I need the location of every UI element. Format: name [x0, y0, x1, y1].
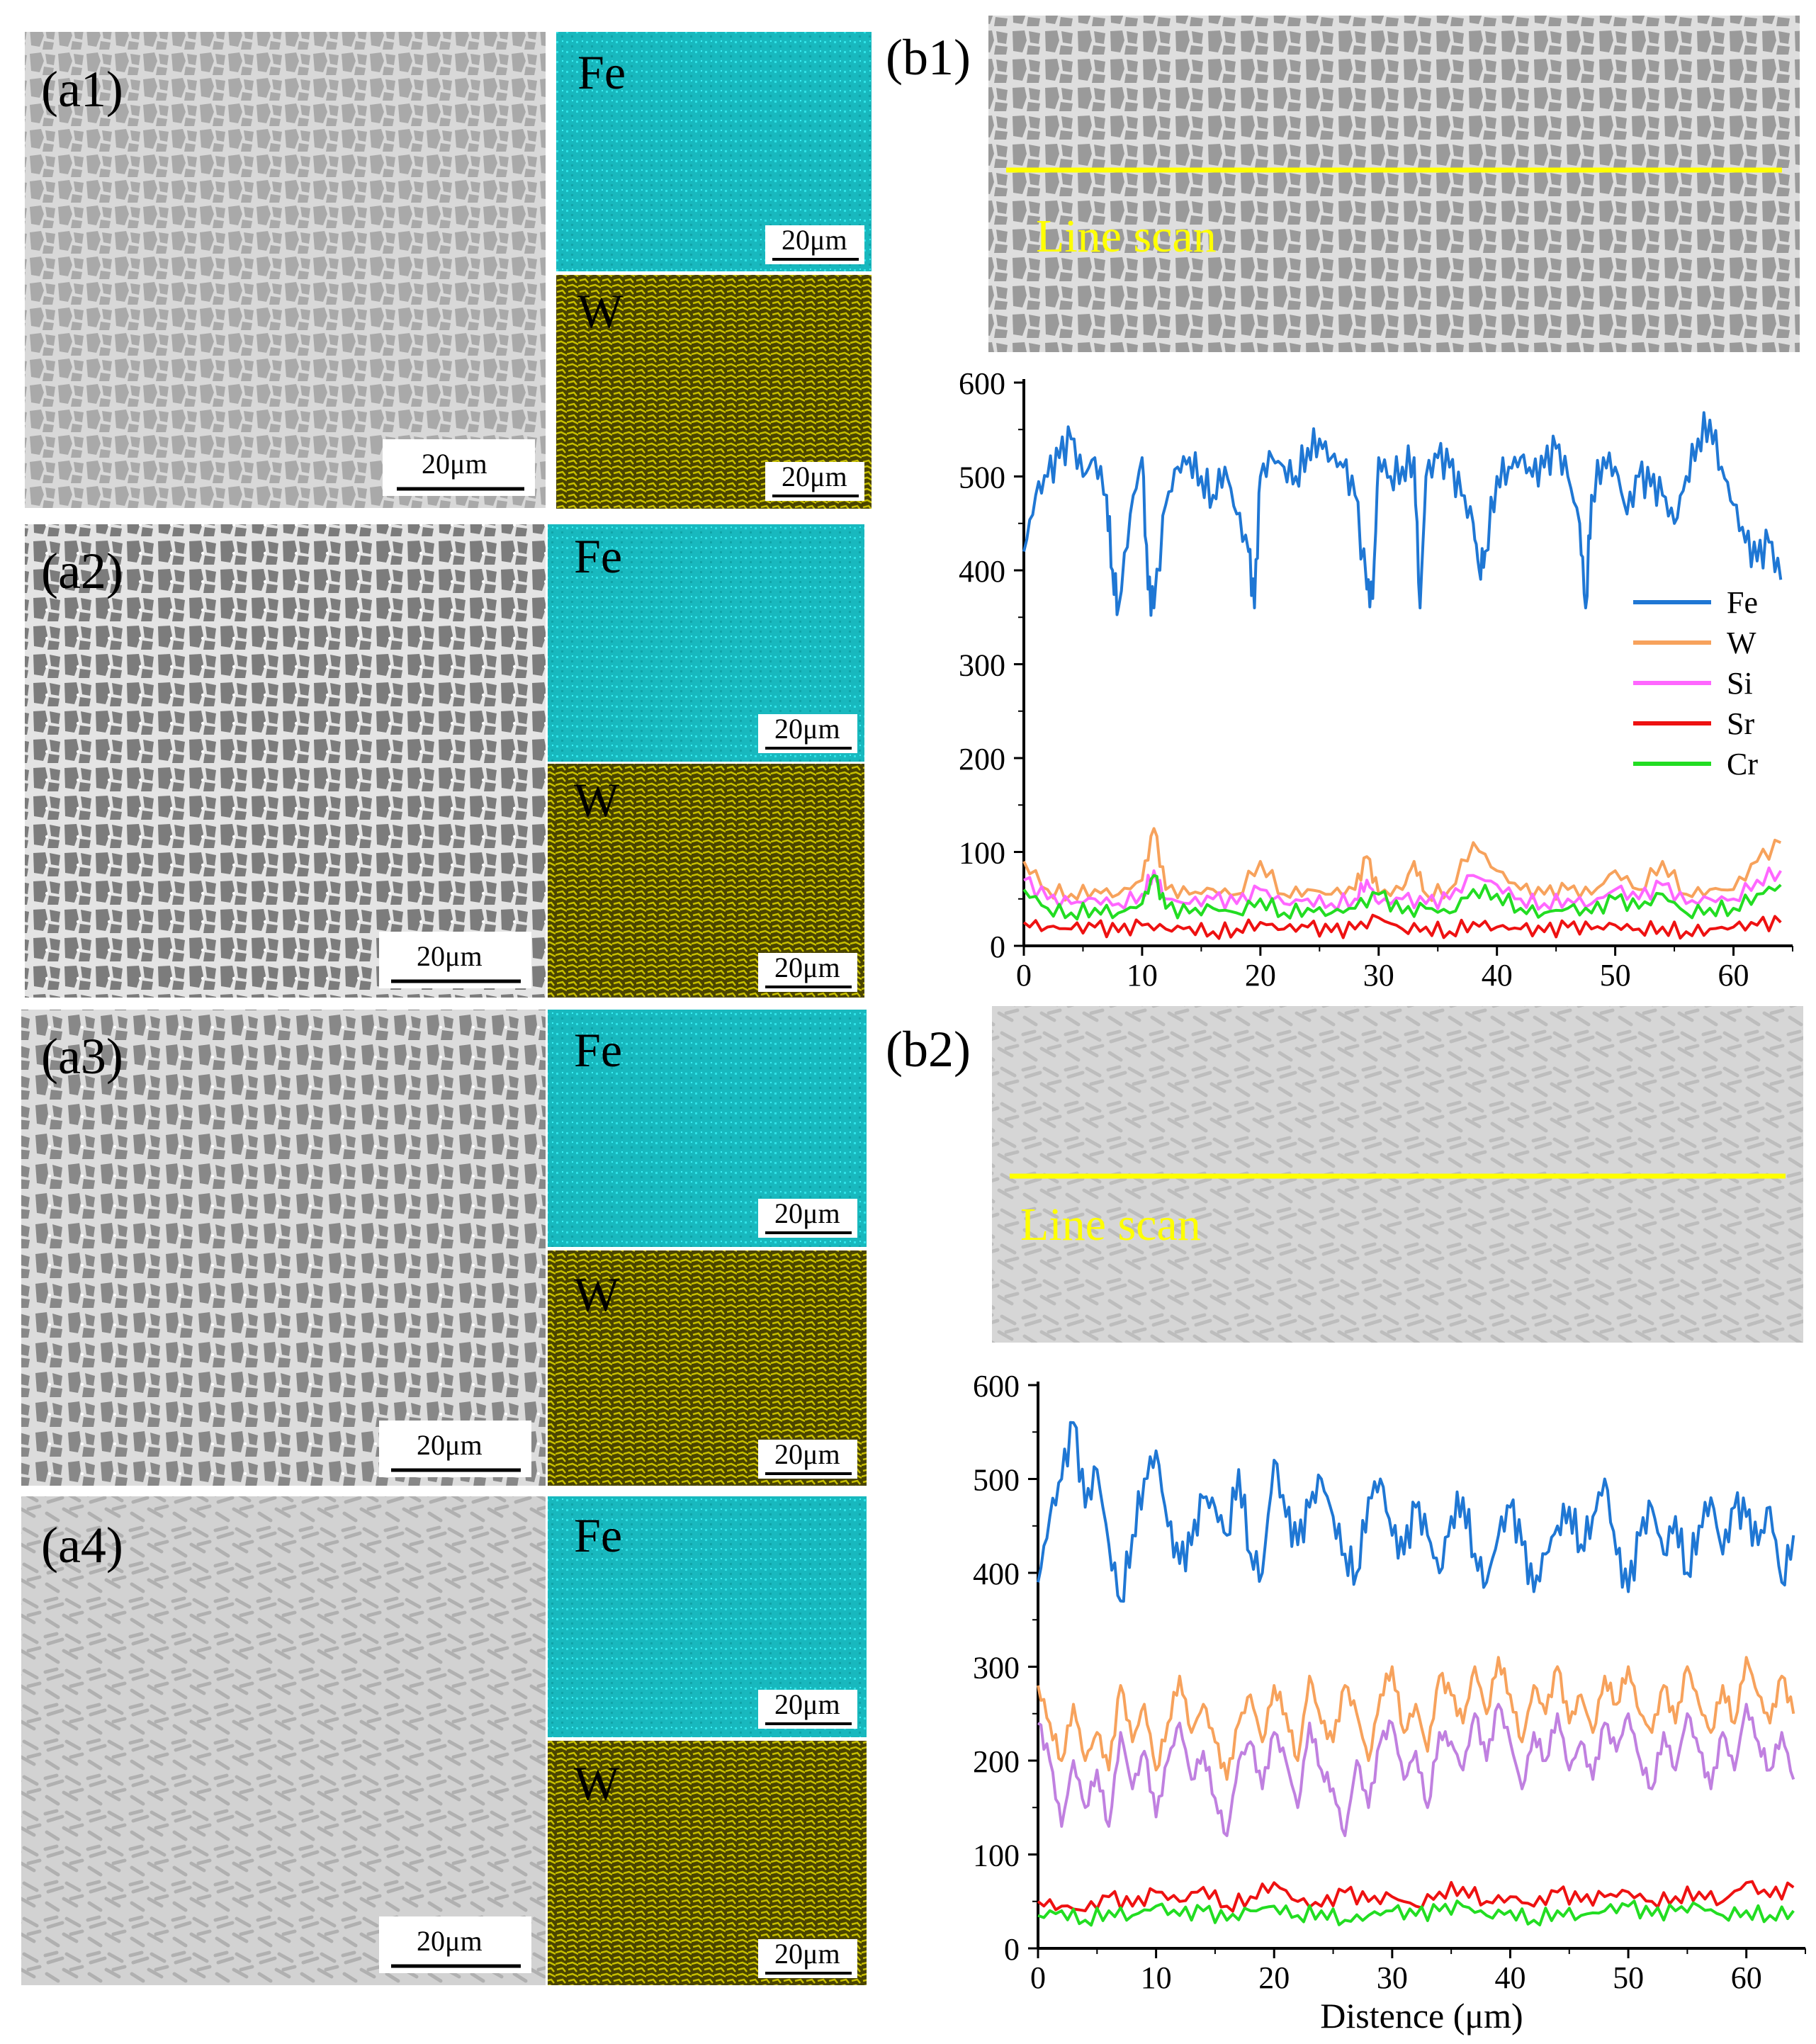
map-label-w-a2: W [574, 773, 620, 827]
map-scale-text-w-a3: 20μm [774, 1438, 840, 1470]
x-tick-label-b2: 50 [1613, 1960, 1644, 1995]
panel-label-a1: (a1) [41, 61, 123, 118]
y-tick-label-b1: 500 [959, 461, 1005, 495]
map-scale-text-fe-a3: 20μm [774, 1197, 840, 1229]
y-tick-label-b2: 0 [1004, 1932, 1020, 1967]
map-label-fe-a3: Fe [574, 1023, 622, 1077]
line-scan-chart-b2: 0 100 200 300 400 500 600 0 10 20 30 40 50 60 Distence… [973, 1369, 1806, 2035]
series-fe-b1 [1022, 411, 1783, 617]
x-tick-label-b1: 40 [1482, 958, 1513, 993]
series-si-b2 [1037, 1703, 1795, 1837]
panel-label-a2: (a2) [41, 543, 123, 599]
series-sr-b1 [1022, 913, 1782, 940]
scale-text-a4: 20μm [417, 1925, 483, 1957]
map-label-fe-a1: Fe [577, 45, 626, 99]
x-tick-label-b2: 20 [1258, 1960, 1290, 1995]
scale-bar-box-a4 [379, 1916, 531, 1973]
x-tick-label-b1: 30 [1363, 958, 1394, 993]
micrograph-a2 [25, 524, 546, 998]
panel-a2: (a2) 20μm Fe 20μm W 20μm [25, 524, 864, 998]
micrograph-a4 [21, 1496, 546, 1985]
scale-bar-box-a1 [383, 439, 535, 496]
map-scale-box-w-a3 [758, 1440, 857, 1479]
panel-label-b1: (b1) [886, 29, 971, 86]
series-sr-b2 [1037, 1880, 1795, 1913]
map-scale-text-w-a2: 20μm [774, 952, 840, 983]
x-tick-label-b2: 10 [1141, 1960, 1172, 1995]
x-tick-label-b1: 20 [1245, 958, 1276, 993]
panel-label-a3: (a3) [41, 1028, 123, 1085]
scale-text-a3: 20μm [417, 1429, 483, 1461]
map-label-w-a3: W [574, 1267, 620, 1321]
y-tick-label-b1: 200 [959, 742, 1005, 777]
panel-a4: (a4) 20μm Fe 20μm W 20μm [21, 1496, 867, 1985]
y-tick-label-b1: 400 [959, 554, 1005, 589]
map-scale-box-fe-a4 [758, 1690, 857, 1729]
micrograph-a1 [25, 32, 546, 508]
y-tick-label-b2: 600 [973, 1369, 1020, 1404]
x-tick-label-b2: 30 [1377, 1960, 1408, 1995]
panel-label-a4: (a4) [41, 1517, 123, 1574]
x-tick-label-b1: 0 [1016, 958, 1032, 993]
map-scale-text-w-a4: 20μm [774, 1938, 840, 1970]
scale-text-a2: 20μm [417, 940, 483, 972]
line-scan-label-b2: Line scan [1020, 1199, 1201, 1250]
scale-text-a1: 20μm [422, 448, 487, 480]
y-tick-label-b2: 400 [973, 1557, 1020, 1591]
x-tick-label-b2: 0 [1030, 1960, 1046, 1995]
map-scale-box-w-a4 [758, 1939, 857, 1978]
scale-bar-box-a3 [379, 1421, 531, 1477]
y-tick-label-b1: 100 [959, 836, 1005, 871]
map-label-fe-a2: Fe [574, 529, 622, 583]
legend-label-w: W [1727, 626, 1756, 660]
legend-label-sr: Sr [1727, 706, 1754, 741]
micrograph-b1 [988, 16, 1800, 352]
legend-label-fe: Fe [1727, 585, 1758, 620]
panel-b1: (b1) Line scan [886, 16, 1800, 352]
map-scale-box-fe-a3 [758, 1199, 857, 1238]
map-scale-text-fe-a4: 20μm [774, 1688, 840, 1720]
micrograph-a3 [21, 1010, 546, 1486]
map-scale-text-w-a1: 20μm [782, 461, 847, 492]
x-axis-title-b2: Distence (μm) [1320, 1996, 1523, 2035]
map-scale-box-fe-a2 [758, 714, 857, 753]
panel-b2: (b2) Line scan [886, 1006, 1803, 1343]
y-tick-label-b2: 200 [973, 1744, 1020, 1779]
y-tick-label-b2: 100 [973, 1839, 1020, 1873]
x-tick-label-b1: 60 [1718, 958, 1749, 993]
y-tick-label-b1: 0 [990, 930, 1005, 964]
map-scale-text-fe-a2: 20μm [774, 713, 840, 745]
x-tick-label-b1: 50 [1600, 958, 1631, 993]
line-scan-chart-b1: 0 100 200 300 400 500 600 0 10 20 30 40 50 60 Fe W Si Sr C… [959, 366, 1793, 993]
series-w-b1 [1022, 827, 1782, 903]
y-tick-label-b2: 300 [973, 1651, 1020, 1686]
series-fe-b2 [1037, 1421, 1795, 1603]
map-scale-box-w-a1 [765, 462, 864, 501]
series-w-b2 [1037, 1656, 1795, 1781]
y-tick-label-b2: 500 [973, 1463, 1020, 1498]
map-label-w-a4: W [574, 1756, 620, 1810]
map-scale-box-w-a2 [758, 953, 857, 992]
series-cr-b1 [1022, 874, 1782, 921]
x-tick-label-b2: 40 [1494, 1960, 1525, 1995]
y-tick-label-b1: 600 [959, 366, 1005, 401]
map-label-w-a1: W [577, 284, 624, 338]
scale-bar-box-a2 [379, 932, 531, 988]
panel-a3: (a3) 20μm Fe 20μm W 20μm [21, 1010, 867, 1486]
map-scale-box-fe-a1 [765, 225, 864, 264]
x-tick-label-b2: 60 [1731, 1960, 1762, 1995]
y-tick-label-b1: 300 [959, 648, 1005, 683]
line-scan-label-b1: Line scan [1036, 210, 1217, 262]
panel-a1: (a1) 20μm Fe 20μm W 20μm [25, 32, 872, 509]
legend-label-cr: Cr [1727, 747, 1758, 781]
map-scale-text-fe-a1: 20μm [782, 224, 847, 256]
map-label-fe-a4: Fe [574, 1508, 622, 1562]
series-cr-b2 [1037, 1899, 1795, 1927]
x-tick-label-b1: 10 [1127, 958, 1158, 993]
legend-label-si: Si [1727, 666, 1753, 701]
panel-label-b2: (b2) [886, 1021, 971, 1078]
